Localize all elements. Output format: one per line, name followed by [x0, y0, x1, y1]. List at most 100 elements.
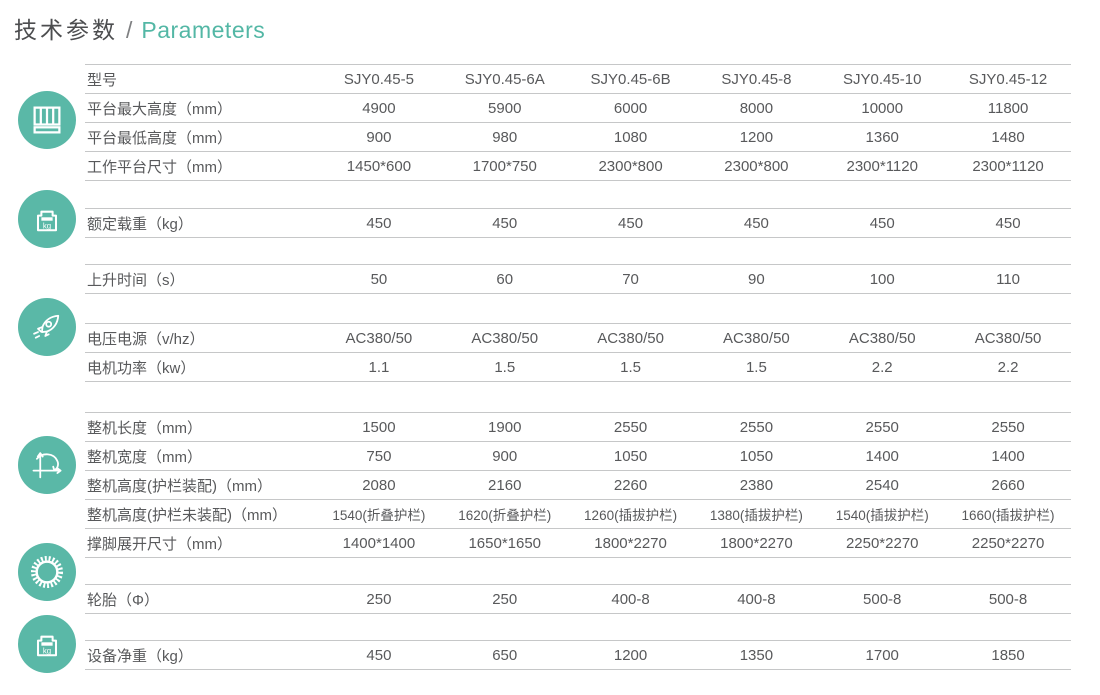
- cell-value: 2300*1120: [972, 157, 1044, 175]
- cell-value: 650: [492, 646, 518, 664]
- cell-value: 1620(折叠护栏): [458, 508, 552, 523]
- model-name: SJY0.45-6A: [464, 70, 545, 88]
- cell-value: 1050: [739, 447, 774, 465]
- row-label: 整机宽度（mm）: [87, 448, 202, 466]
- row-label: 上升时间（s）: [87, 271, 185, 289]
- group-lift-time: 上升时间（s） 50 60 70 90 100 110: [85, 264, 1071, 294]
- cell-value: 450: [492, 214, 518, 232]
- cell-value: 2160: [488, 476, 522, 494]
- group-dimensions: 整机长度（mm） 1500 1900 2550 2550 2550 2550 整…: [85, 412, 1071, 558]
- title-separator: /: [126, 17, 134, 43]
- group-rated-load: 额定载重（kg） 450 450 450 450 450 450: [85, 208, 1071, 238]
- cell-value: 1.1: [368, 358, 390, 376]
- cell-value: 2380: [739, 476, 774, 494]
- model-name: SJY0.45-6B: [590, 70, 671, 88]
- row-label: 撑脚展开尺寸（mm）: [87, 535, 232, 553]
- cell-value: 2540: [865, 476, 899, 494]
- cell-value: 2250*2270: [845, 534, 919, 552]
- cell-value: 2300*800: [598, 157, 663, 175]
- cell-value: 1380(插拔护栏): [709, 508, 803, 523]
- model-header-label: 型号: [87, 71, 118, 89]
- cell-value: 60: [496, 270, 514, 288]
- cell-value: 750: [366, 447, 392, 465]
- cell-value: 1.5: [745, 358, 767, 376]
- cell-value: 1800*2270: [720, 534, 793, 552]
- row-label: 平台最大高度（mm）: [87, 100, 232, 118]
- cell-value: 6000: [613, 99, 648, 117]
- cell-value: 1080: [613, 128, 648, 146]
- cell-value: 1200: [613, 646, 648, 664]
- table-row-voltage: 电压电源（v/hz） AC380/50 AC380/50 AC380/50 AC…: [85, 324, 1071, 353]
- cell-value: AC380/50: [974, 329, 1042, 347]
- cell-value: 1700: [865, 646, 899, 664]
- cell-value: 500-8: [988, 590, 1028, 608]
- cell-value: 1350: [739, 646, 774, 664]
- table-row-overall-height-without-rail: 整机高度(护栏未装配)（mm） 1540(折叠护栏) 1620(折叠护栏) 12…: [85, 500, 1071, 529]
- cell-value: 450: [995, 214, 1021, 232]
- cell-value: 2550: [739, 418, 774, 436]
- cell-value: 1050: [613, 447, 648, 465]
- table-row-overall-height-with-rail: 整机高度(护栏装配)（mm） 2080 2160 2260 2380 2540 …: [85, 471, 1071, 500]
- table-row-outrigger-span: 撑脚展开尺寸（mm） 1400*1400 1650*1650 1800*2270…: [85, 529, 1071, 558]
- cell-value: 1400: [991, 447, 1025, 465]
- model-header-row: 型号 SJY0.45-5 SJY0.45-6A SJY0.45-6B SJY0.…: [85, 65, 1071, 94]
- cell-value: 400-8: [737, 590, 776, 608]
- row-label: 整机高度(护栏未装配)（mm）: [87, 506, 287, 524]
- model-name: SJY0.45-12: [968, 70, 1048, 88]
- page-title-en: Parameters: [141, 17, 266, 43]
- cell-value: 90: [748, 270, 765, 288]
- cell-value: 1450*600: [346, 157, 412, 175]
- cell-value: 2300*1120: [846, 157, 918, 175]
- model-name: SJY0.45-5: [343, 70, 414, 88]
- cell-value: 11800: [987, 99, 1029, 117]
- dimension-axes-icon: [18, 436, 76, 494]
- row-label: 工作平台尺寸（mm）: [87, 158, 232, 176]
- cell-value: 5900: [488, 99, 522, 117]
- cell-value: 1540(折叠护栏): [332, 508, 426, 523]
- cell-value: 110: [996, 270, 1021, 288]
- cell-value: AC380/50: [848, 329, 916, 347]
- group-net-weight: 设备净重（kg） 450 650 1200 1350 1700 1850: [85, 640, 1071, 670]
- model-name: SJY0.45-10: [843, 70, 922, 88]
- cell-value: 2250*2270: [971, 534, 1045, 552]
- cell-value: 1800*2270: [594, 534, 667, 552]
- page-title-zh: 技术参数: [14, 17, 118, 43]
- cell-value: 980: [492, 128, 518, 146]
- cell-value: 1700*750: [472, 157, 537, 175]
- cell-value: 450: [743, 214, 769, 232]
- cell-value: 450: [366, 214, 392, 232]
- cell-value: 1500: [362, 418, 396, 436]
- table-row-work-platform-size: 工作平台尺寸（mm） 1450*600 1700*750 2300*800 23…: [85, 152, 1071, 181]
- cell-value: 400-8: [611, 590, 650, 608]
- cell-value: 2550: [865, 418, 899, 436]
- cell-value: 250: [366, 590, 392, 608]
- table-row-platform-max-height: 平台最大高度（mm） 4900 5900 6000 8000 10000 118…: [85, 94, 1071, 123]
- row-label: 设备净重（kg）: [87, 647, 193, 665]
- table-row-platform-min-height: 平台最低高度（mm） 900 980 1080 1200 1360 1480: [85, 123, 1071, 152]
- row-label: 平台最低高度（mm）: [87, 129, 232, 147]
- cell-value: 1260(插拔护栏): [584, 508, 678, 523]
- cell-value: 1660(插拔护栏): [961, 508, 1055, 523]
- cell-value: 2080: [362, 476, 396, 494]
- cell-value: 1480: [991, 128, 1025, 146]
- cell-value: 1200: [739, 128, 774, 146]
- cell-value: 450: [869, 214, 895, 232]
- cell-value: 10000: [861, 99, 904, 117]
- cell-value: 1650*1650: [468, 534, 542, 552]
- cell-value: 1.5: [494, 358, 516, 376]
- cell-value: 2.2: [997, 358, 1019, 376]
- cell-value: 2260: [613, 476, 648, 494]
- cell-value: 1400: [865, 447, 899, 465]
- cell-value: 70: [622, 270, 639, 288]
- group-power: 电压电源（v/hz） AC380/50 AC380/50 AC380/50 AC…: [85, 323, 1071, 382]
- table-row-motor-power: 电机功率（kw） 1.1 1.5 1.5 1.5 2.2 2.2: [85, 353, 1071, 382]
- cell-value: 1.5: [620, 358, 641, 376]
- cell-value: 900: [366, 128, 392, 146]
- cell-value: 500-8: [863, 590, 902, 608]
- cell-value: 450: [366, 646, 392, 664]
- row-label: 电压电源（v/hz）: [87, 330, 205, 348]
- cell-value: 250: [492, 590, 518, 608]
- platform-railing-icon: [18, 91, 76, 149]
- cell-value: 1540(插拔护栏): [835, 508, 929, 523]
- cell-value: 2.2: [871, 358, 893, 376]
